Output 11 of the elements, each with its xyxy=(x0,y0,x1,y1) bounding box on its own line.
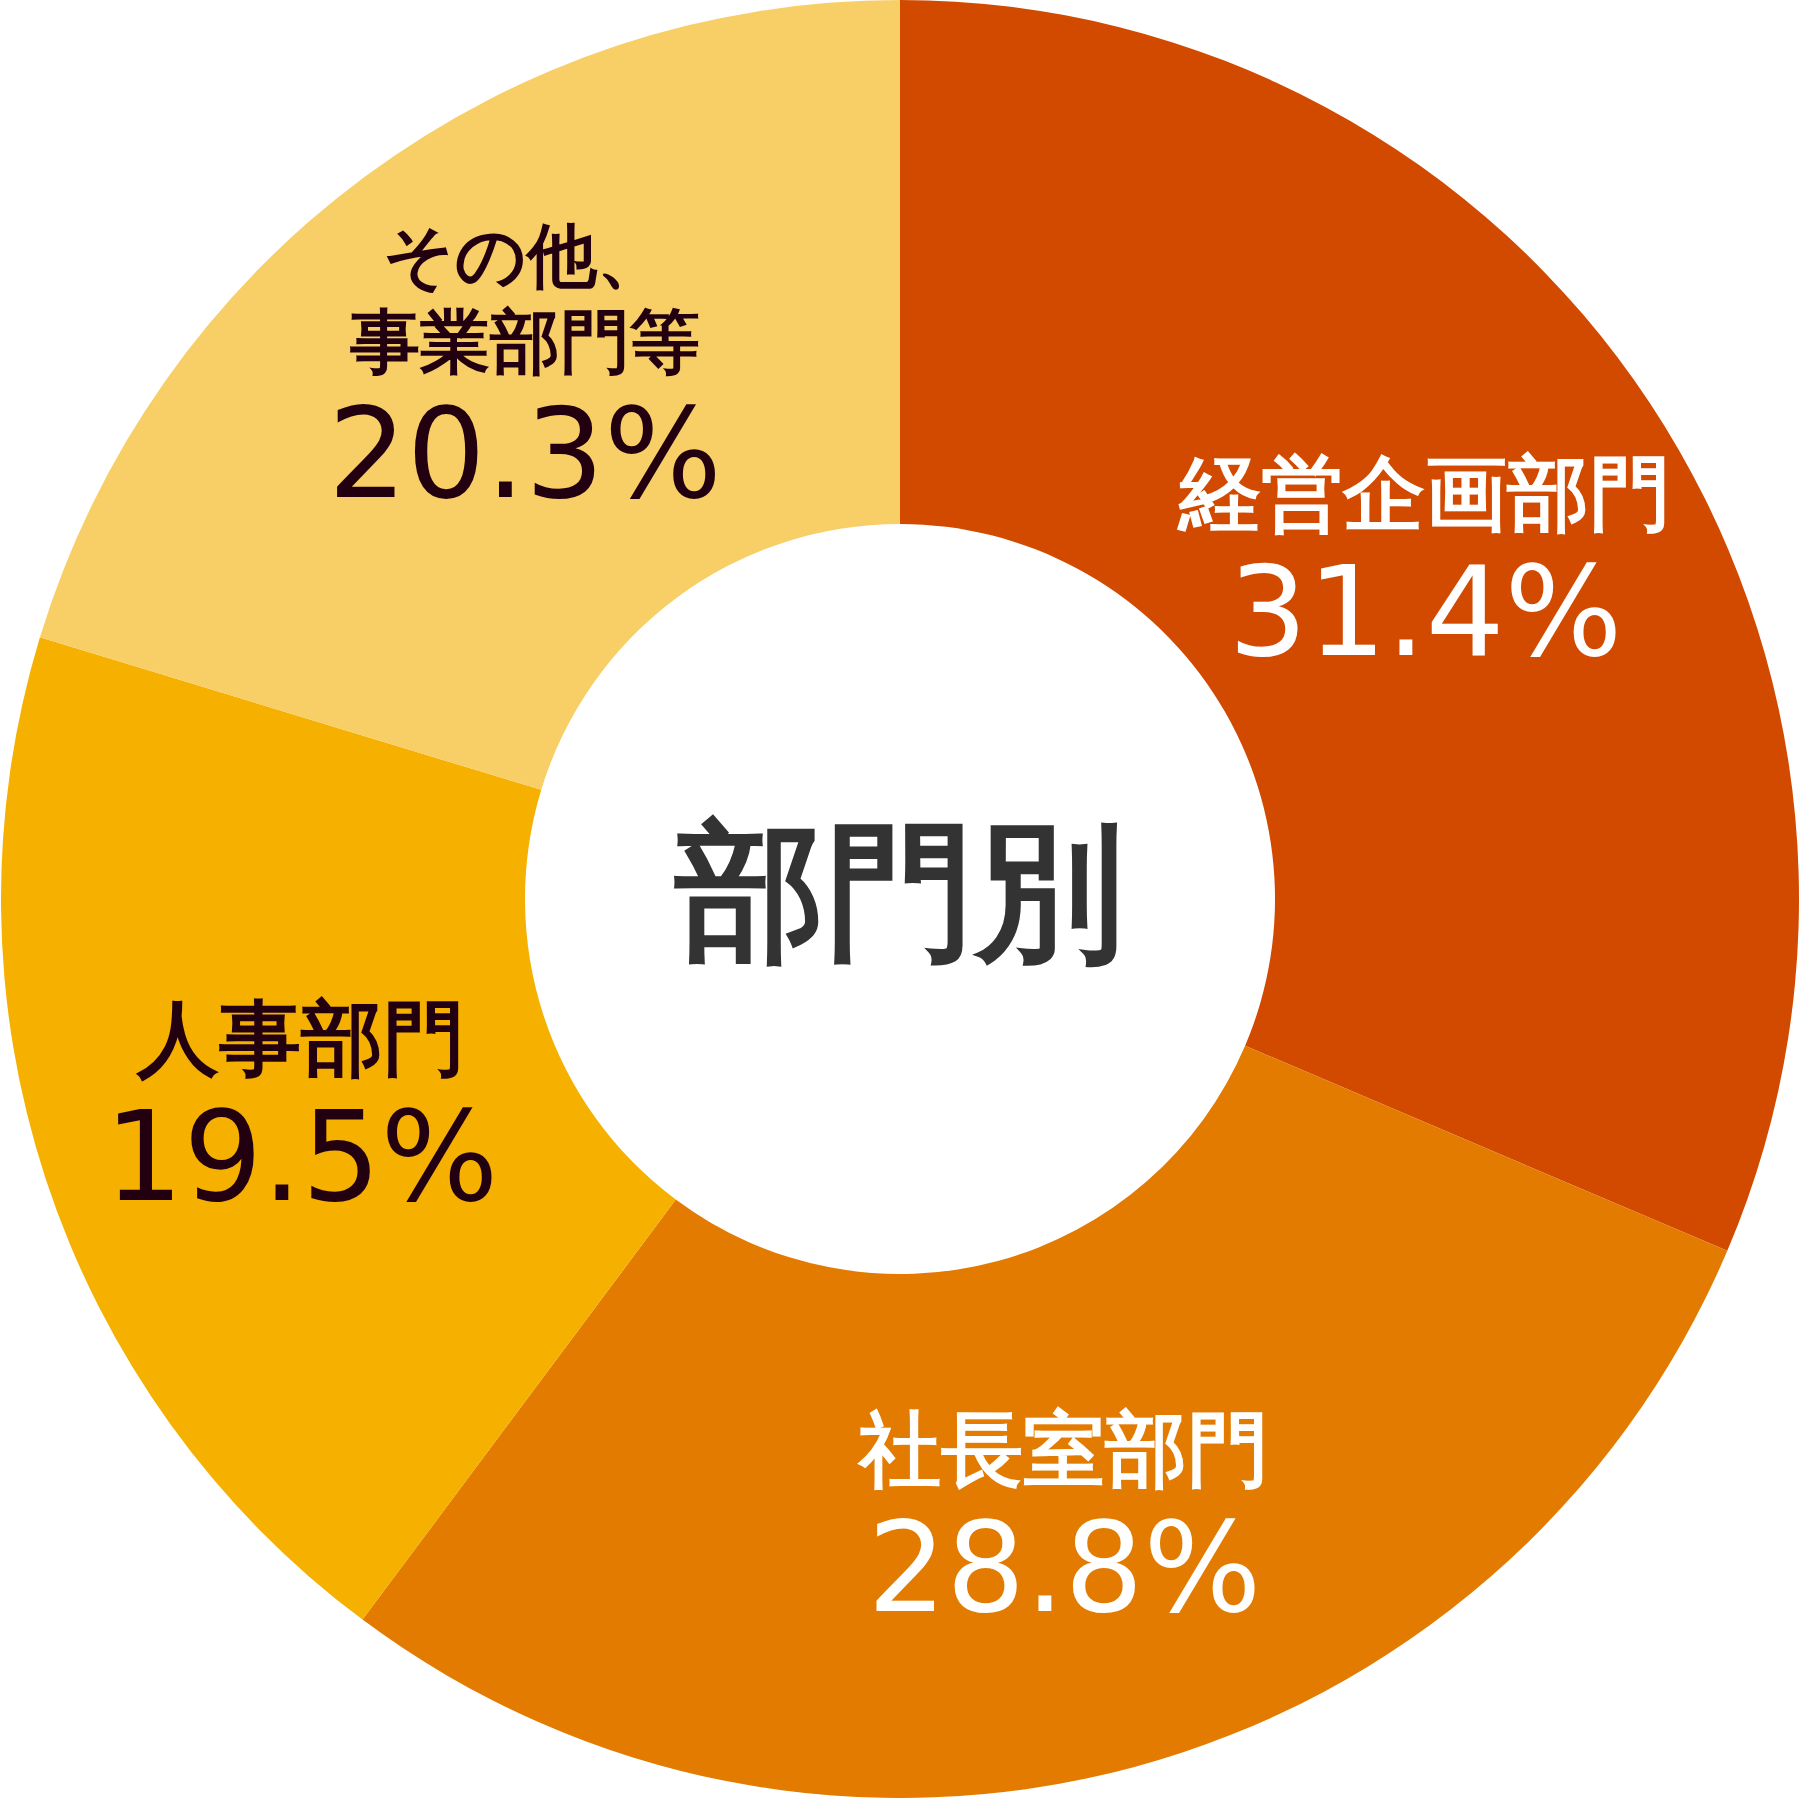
data-label: 31.4% xyxy=(1228,540,1623,685)
donut-slice xyxy=(2,637,676,1620)
slice-label: 社長室部門 xyxy=(857,1402,1270,1498)
data-label: 28.8% xyxy=(867,1496,1262,1641)
donut-slice xyxy=(39,0,900,790)
slice-label: その他、事業部門等 xyxy=(348,214,700,383)
data-label: 19.5% xyxy=(104,1084,499,1229)
text: 部門別 xyxy=(673,805,1125,979)
slice-label: 人事部門 xyxy=(135,990,466,1086)
data-label: 20.3% xyxy=(327,381,722,526)
slice-label: 経営企画部門 xyxy=(1176,446,1672,542)
